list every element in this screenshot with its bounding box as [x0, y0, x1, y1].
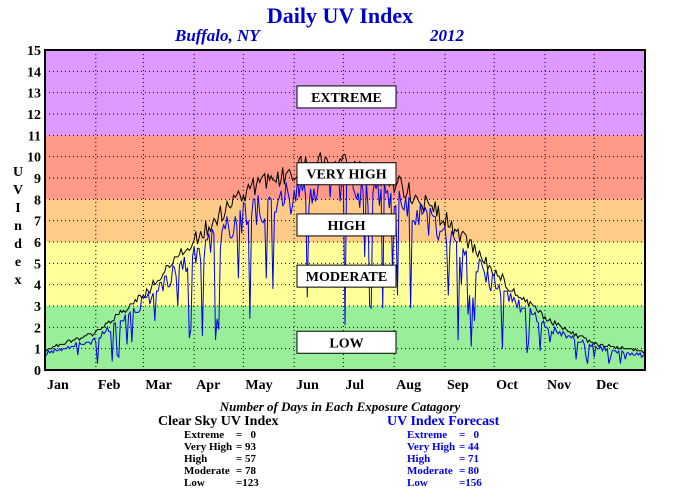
band-labels: LOW MODERATE HIGH VERY HIGH EXTREME — [296, 85, 397, 354]
summary-row: Moderate = 78 — [184, 465, 278, 477]
y-axis-label-char: d — [14, 237, 22, 252]
summary-row: Low =123 — [184, 477, 278, 489]
band-label-high: HIGH — [327, 219, 365, 234]
summary-row-label: High — [184, 453, 208, 465]
y-tick-label: 6 — [34, 236, 41, 251]
location-label: Buffalo, NY — [174, 26, 261, 45]
band-label-box — [296, 213, 397, 237]
x-tick-label: Feb — [98, 378, 121, 393]
y-tick-label: 0 — [34, 364, 41, 379]
y-axis-label-char: I — [15, 201, 20, 216]
y-tick-label: 8 — [34, 193, 41, 208]
band-label-box — [296, 330, 397, 354]
clear-sky-summary-header: Clear Sky UV Index — [158, 414, 279, 429]
band-label-box — [296, 85, 397, 109]
x-tick-label: Jul — [345, 378, 364, 393]
x-tick-label: Apr — [196, 378, 220, 393]
summary-row-value: = 93 — [236, 441, 257, 453]
forecast-series — [45, 165, 645, 364]
clear-sky-summary-rows: Extreme = 0 Very High = 93 High = 57 Moderate =… — [158, 429, 278, 489]
y-tick-label: 15 — [27, 44, 41, 59]
summary-row-label: Low — [407, 477, 428, 489]
summary-row: Very High = 44 — [407, 441, 499, 453]
y-tick-label: 10 — [27, 151, 41, 166]
y-axis-label-char: e — [15, 255, 21, 270]
summary-row-value: = 80 — [459, 465, 480, 477]
summary-row-label: Moderate — [184, 465, 230, 477]
y-axis-label-char: V — [13, 183, 23, 198]
y-tick-label: 14 — [27, 65, 41, 80]
x-tick-label: May — [245, 378, 272, 393]
y-tick-label: 7 — [34, 215, 41, 230]
y-tick-label: 11 — [28, 129, 41, 144]
x-tick-label: Aug — [396, 378, 421, 393]
summary-row-label: Extreme — [184, 429, 225, 441]
y-tick-label: 1 — [34, 343, 41, 358]
summary-row: High = 57 — [184, 453, 278, 465]
forecast-summary-rows: Extreme = 0 Very High = 44 High = 71 Moderate =… — [387, 429, 499, 489]
summary-row: Low =156 — [407, 477, 499, 489]
summary-row-label: High — [407, 453, 431, 465]
summary-row-value: = 0 — [459, 429, 480, 441]
summary-row: Moderate = 80 — [407, 465, 499, 477]
summary-row: Extreme = 0 — [184, 429, 278, 441]
x-axis-ticks: Jan Feb Mar Apr May Jun Jul Aug Sep Oct Nov Dec — [47, 378, 619, 393]
band-label-box — [296, 264, 397, 288]
plot-frame — [44, 49, 646, 371]
band-label-low: LOW — [329, 336, 363, 351]
summary-row-label: Low — [184, 477, 205, 489]
y-tick-label: 2 — [34, 321, 41, 336]
summary-row-label: Very High — [184, 441, 233, 453]
summary-row: High = 71 — [407, 453, 499, 465]
summary-row-value: = 44 — [459, 441, 480, 453]
summary-row-label: Very High — [407, 441, 456, 453]
clear-sky-summary: Clear Sky UV Index Extreme = 0 Very High = … — [158, 414, 278, 489]
x-tick-label: Mar — [145, 378, 171, 393]
summary-row-label: Extreme — [407, 429, 448, 441]
y-tick-label: 12 — [27, 108, 41, 123]
x-tick-label: Oct — [496, 378, 518, 393]
forecast-line — [45, 165, 645, 364]
summary-row-value: = 71 — [459, 453, 480, 465]
band-label-very-high: VERY HIGH — [306, 168, 386, 183]
x-tick-label: Nov — [547, 378, 571, 393]
y-axis-label-char: U — [13, 165, 23, 180]
y-axis-label-char: x — [15, 273, 22, 288]
x-tick-label: Jan — [47, 378, 69, 393]
band-label-moderate: MODERATE — [306, 270, 387, 285]
year-label: 2012 — [429, 26, 465, 45]
y-tick-label: 9 — [34, 172, 41, 187]
summary-row-value: = 78 — [236, 465, 257, 477]
band-label-extreme: EXTREME — [311, 91, 382, 106]
band-label-box — [296, 162, 397, 186]
summary-row-label: Moderate — [407, 465, 453, 477]
summary-row-value: =156 — [459, 477, 482, 489]
summary-row-value: = 0 — [236, 429, 257, 441]
y-tick-label: 3 — [34, 300, 41, 315]
chart-title: Daily UV Index — [267, 3, 413, 28]
summary-caption: Number of Days in Each Exposure Catagory — [219, 399, 461, 414]
summary-row: Extreme = 0 — [407, 429, 499, 441]
forecast-summary: UV Index Forecast Extreme = 0 Very High = 4… — [387, 414, 499, 489]
y-tick-label: 13 — [27, 87, 41, 102]
x-tick-label: Sep — [447, 378, 469, 393]
x-tick-label: Dec — [596, 378, 619, 393]
summary-row-value: =123 — [236, 477, 259, 489]
y-tick-label: 5 — [34, 257, 41, 272]
y-axis-label-char: n — [14, 219, 22, 234]
y-tick-label: 4 — [34, 279, 41, 294]
x-tick-label: Jun — [296, 378, 319, 393]
forecast-summary-header: UV Index Forecast — [387, 414, 500, 429]
summary-row-value: = 57 — [236, 453, 257, 465]
summary-row: Very High = 93 — [184, 441, 278, 453]
